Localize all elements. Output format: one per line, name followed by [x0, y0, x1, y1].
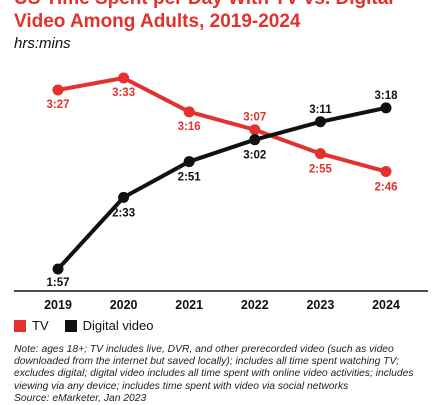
note-line: excludes digital; digital video includes… — [14, 368, 414, 380]
data-point-tv — [183, 106, 195, 118]
series-line-tv — [56, 76, 388, 174]
data-label-tv: 3:27 — [46, 99, 69, 111]
data-label-tv: 3:07 — [243, 112, 266, 124]
legend: TV Digital video — [14, 318, 153, 333]
data-point-digital-video — [118, 191, 130, 203]
data-point-digital-video — [183, 156, 195, 168]
data-label-digital-video: 2:33 — [112, 207, 135, 219]
data-label-digital-video: 3:11 — [309, 104, 332, 116]
footnote: Note: ages 18+; TV includes live, DVR, a… — [14, 344, 430, 405]
legend-label-digital-video: Digital video — [82, 318, 154, 333]
x-tick-label: 2022 — [241, 298, 269, 312]
data-label-tv: 2:46 — [374, 182, 397, 194]
data-point-digital-video — [380, 102, 392, 114]
series-line-digital-video — [56, 105, 388, 271]
note-line: Note: ages 18+; TV includes live, DVR, a… — [14, 344, 394, 355]
data-label-digital-video: 3:18 — [374, 90, 398, 102]
data-label-tv: 3:16 — [178, 121, 201, 133]
x-tick-label: 2019 — [44, 298, 72, 312]
data-label-tv: 3:33 — [112, 87, 135, 99]
data-point-digital-video — [314, 116, 326, 128]
legend-label-tv: TV — [32, 318, 49, 333]
data-label-digital-video: 3:02 — [243, 150, 266, 162]
note-line: downloaded from the internet but saved l… — [14, 356, 400, 368]
data-point-digital-video — [52, 263, 64, 275]
data-point-tv — [118, 72, 130, 84]
data-label-digital-video: 1:57 — [46, 277, 69, 289]
data-point-tv — [380, 166, 392, 178]
chart-title: US Time Spent per Day With TV vs. Digita… — [14, 0, 394, 32]
source-line: Source: eMarketer, Jan 2023 — [14, 392, 147, 404]
legend-swatch-tv — [14, 319, 26, 332]
data-label-digital-video: 2:51 — [178, 172, 202, 184]
x-tick-label: 2023 — [306, 298, 334, 312]
note-line: viewing via any device; includes time sp… — [14, 380, 349, 392]
data-point-tv — [314, 148, 326, 160]
x-tick-label: 2024 — [372, 298, 400, 312]
data-point-tv — [52, 84, 64, 96]
x-tick-label: 2021 — [175, 298, 203, 312]
data-point-digital-video — [249, 134, 261, 146]
legend-swatch-digital-video — [64, 319, 77, 332]
x-tick-label: 2020 — [110, 298, 138, 312]
chart-subtitle: hrs:mins — [14, 35, 71, 52]
data-label-tv: 2:55 — [309, 164, 333, 176]
data-point-tv — [249, 124, 261, 136]
